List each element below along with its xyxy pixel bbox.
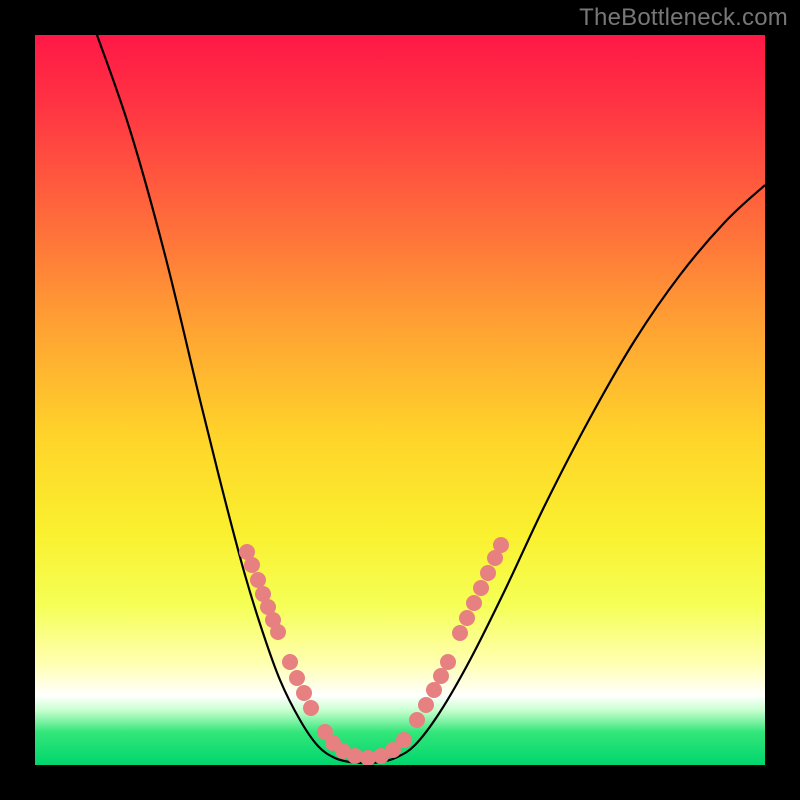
data-dot [426,682,442,698]
data-dot [466,595,482,611]
data-dot [493,537,509,553]
chart-canvas: TheBottleneck.com [0,0,800,800]
data-dot [244,557,260,573]
plot-area [35,35,765,765]
watermark-text: TheBottleneck.com [579,4,788,32]
data-dot [452,625,468,641]
data-dot [440,654,456,670]
data-dot [270,624,286,640]
data-dot [303,700,319,716]
data-dot [459,610,475,626]
data-dot [418,697,434,713]
data-dot [282,654,298,670]
data-dot [480,565,496,581]
data-dot [289,670,305,686]
data-dot [396,732,412,748]
data-dot [473,580,489,596]
data-dot [433,668,449,684]
chart-svg [0,0,800,800]
data-dot [250,572,266,588]
data-dot [409,712,425,728]
data-dot [296,685,312,701]
